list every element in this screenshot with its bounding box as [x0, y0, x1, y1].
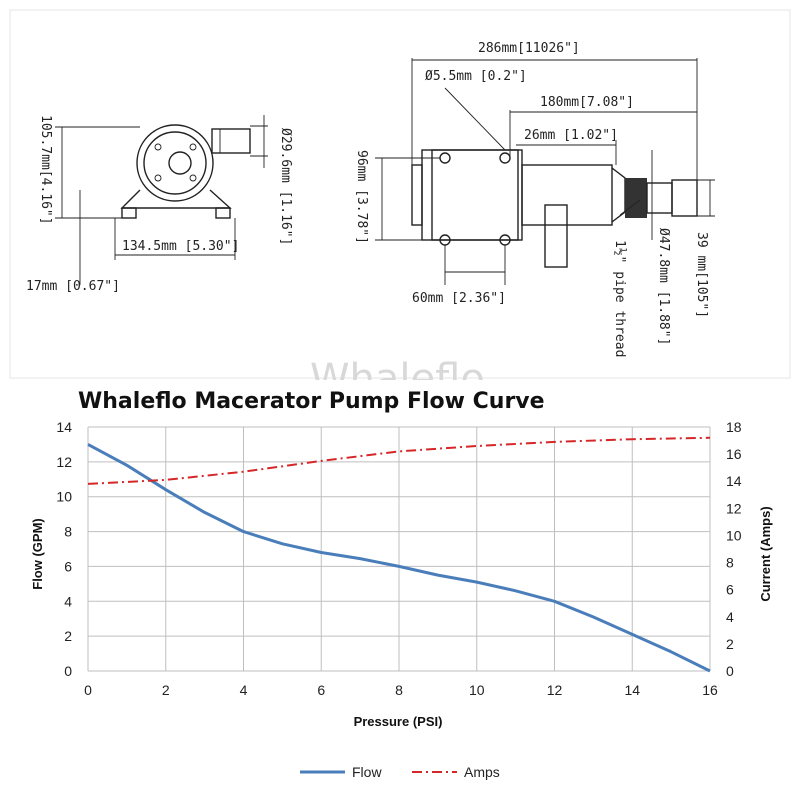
x-tick-label: 10	[469, 682, 485, 698]
y2-tick-label: 8	[726, 555, 734, 571]
y-tick-label: 4	[64, 593, 72, 609]
x-tick-label: 2	[162, 682, 170, 698]
x-tick-labels: 0 2 4 6 8 10 12 14 16	[84, 682, 718, 698]
y-tick-label: 0	[64, 663, 72, 679]
legend-amps-label: Amps	[464, 764, 500, 780]
y-tick-label: 8	[64, 524, 72, 540]
watermark: Whaleflo	[310, 356, 485, 380]
chart-title: Whaleflo Macerator Pump Flow Curve	[78, 389, 545, 414]
x-tick-label: 4	[240, 682, 248, 698]
y2-tick-label: 18	[726, 419, 742, 435]
x-tick-label: 16	[702, 682, 718, 698]
y2-tick-label: 14	[726, 473, 742, 489]
x-tick-label: 6	[317, 682, 325, 698]
y2-tick-labels: 0 2 4 6 8 10 12 14 16 18	[726, 419, 742, 679]
dim-motor-length: 180mm[7.08"]	[540, 95, 634, 110]
x-axis-title: Pressure (PSI)	[354, 714, 443, 729]
legend-flow-label: Flow	[352, 764, 382, 780]
chart-grid	[87, 426, 711, 672]
y2-tick-label: 2	[726, 636, 734, 652]
y2-tick-label: 6	[726, 582, 734, 598]
series-flow-line	[87, 443, 711, 673]
y-tick-label: 12	[56, 454, 72, 470]
pump-dimension-drawing: 105.7mm[4.16"] Ø29.6mm [1.16"] 134.5mm […	[9, 9, 791, 380]
dim-outlet-diameter: Ø47.8mm [1.88"]	[656, 228, 671, 345]
x-tick-label: 0	[84, 682, 92, 698]
dim-hole-spacing: 60mm [2.36"]	[412, 291, 506, 306]
dim-outlet-size: 39 mm[105"]	[694, 232, 709, 318]
side-view	[55, 115, 268, 285]
y2-axis-title: Current (Amps)	[758, 506, 773, 601]
y-tick-label: 10	[56, 489, 72, 505]
dim-total-length: 286mm[11026"]	[478, 41, 580, 56]
series-amps-line	[87, 436, 711, 485]
y2-tick-label: 12	[726, 500, 742, 516]
chart-series	[87, 436, 711, 673]
dim-top-height: 96mm [3.78"]	[354, 150, 369, 244]
dim-side-base-width: 134.5mm [5.30"]	[122, 239, 239, 254]
dim-side-outlet-diameter: Ø29.6mm [1.16"]	[278, 128, 293, 245]
dim-offset: 26mm [1.02"]	[524, 128, 618, 143]
legend: Flow Amps	[300, 764, 500, 780]
x-tick-label: 8	[395, 682, 403, 698]
y-tick-label: 6	[64, 558, 72, 574]
dim-mount-hole: Ø5.5mm [0.2"]	[425, 69, 527, 84]
dim-side-height: 105.7mm[4.16"]	[38, 115, 53, 225]
y2-tick-label: 0	[726, 663, 734, 679]
dim-side-base-height: 17mm [0.67"]	[26, 279, 120, 294]
flow-curve-chart: Whaleflo Macerator Pump Flow Curve 0 2 4 6 8…	[30, 389, 773, 780]
y2-tick-label: 16	[726, 446, 742, 462]
y-tick-label: 14	[56, 419, 72, 435]
y-tick-label: 2	[64, 628, 72, 644]
top-view	[375, 58, 715, 285]
dim-pipe-thread: 1½" pipe thread	[612, 240, 627, 357]
y-tick-labels: 0 2 4 6 8 10 12 14	[56, 419, 72, 679]
x-tick-label: 14	[624, 682, 640, 698]
y-axis-title: Flow (GPM)	[30, 518, 45, 590]
y2-tick-label: 4	[726, 609, 734, 625]
x-tick-label: 12	[547, 682, 563, 698]
y2-tick-label: 10	[726, 527, 742, 543]
